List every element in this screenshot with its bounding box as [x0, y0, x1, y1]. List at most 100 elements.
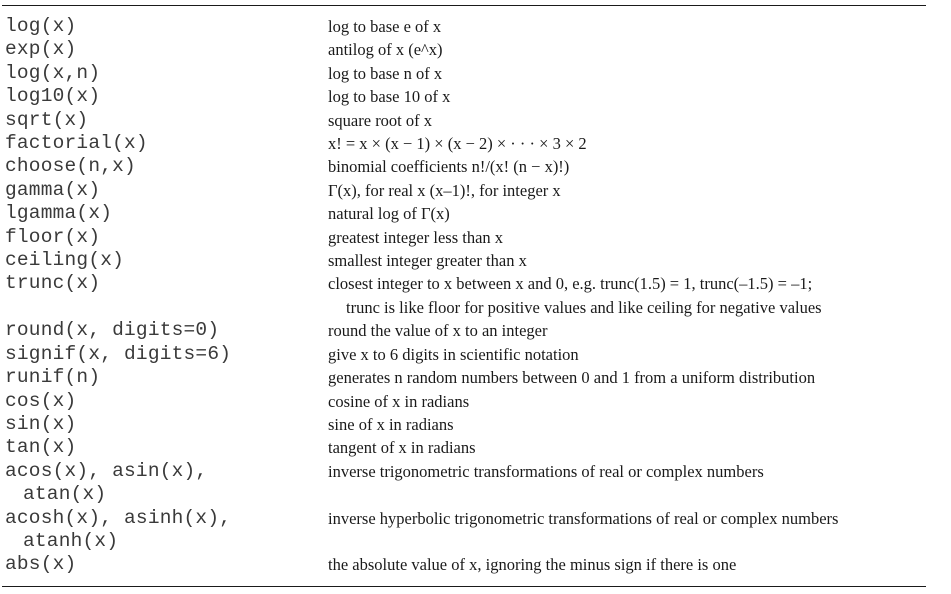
function-name-cell: sin(x) [0, 413, 328, 436]
description-cell: natural log of Γ(x) [328, 202, 930, 225]
function-name: log10(x) [5, 85, 101, 108]
function-name: tan(x) [5, 436, 77, 459]
table-row: acos(x), asin(x), atan(x) inverse trigonom… [0, 460, 930, 507]
description-text: round the value of x to an integer [328, 321, 548, 341]
description-text: log to base 10 of x [328, 87, 451, 107]
description-cell: cosine of x in radians [328, 390, 930, 413]
function-name: trunc(x) [5, 272, 101, 295]
description-text: smallest integer greater than x [328, 251, 527, 271]
description-cell: tangent of x in radians [328, 436, 930, 459]
table-row: cos(x) cosine of x in radians [0, 390, 930, 413]
table-row: floor(x) greatest integer less than x [0, 226, 930, 249]
table-row: log10(x) log to base 10 of x [0, 85, 930, 108]
table-row: runif(n) generates n random numbers betwe… [0, 366, 930, 389]
description-cell: generates n random numbers between 0 and… [328, 366, 930, 389]
description-text: inverse trigonometric transformations of… [328, 461, 764, 481]
function-name-cell: acos(x), asin(x), atan(x) [0, 460, 328, 507]
description-cell: square root of x [328, 109, 930, 132]
function-name-cell: abs(x) [0, 553, 328, 576]
description-text: greatest integer less than x [328, 227, 504, 247]
table-row: abs(x) the absolute value of x, ignoring … [0, 553, 930, 576]
function-name: log(x,n) [5, 61, 101, 84]
function-name-cell: floor(x) [0, 226, 328, 249]
description-text: antilog of x (e^x) [328, 40, 443, 60]
description-cell: log to base e of x [328, 15, 930, 38]
function-name: choose(n,x) [5, 155, 136, 178]
function-name-cell: log(x) [0, 15, 328, 38]
function-name-cell: factorial(x) [0, 132, 328, 155]
function-name: cos(x) [5, 389, 77, 412]
function-name-cell: signif(x, digits=6) [0, 343, 328, 366]
description-text: closest integer to x between x and 0, e.… [328, 274, 813, 294]
function-name-cell: choose(n,x) [0, 155, 328, 178]
description-text: square root of x [328, 110, 433, 130]
table-row: acosh(x), asinh(x), atanh(x) inverse hyper… [0, 507, 930, 554]
function-name-cell: round(x, digits=0) [0, 319, 328, 342]
description-text: natural log of Γ(x) [328, 204, 450, 224]
function-name: lgamma(x) [5, 202, 113, 225]
function-name: signif(x, digits=6) [5, 342, 232, 365]
function-name-cell: cos(x) [0, 390, 328, 413]
description-cell: log to base n of x [328, 62, 930, 85]
function-name-cell: ceiling(x) [0, 249, 328, 272]
description-cell: round the value of x to an integer [328, 319, 930, 342]
table-row: sqrt(x) square root of x [0, 109, 930, 132]
description-cell: smallest integer greater than x [328, 249, 930, 272]
top-rule [2, 5, 926, 6]
table-row: factorial(x) x! = x × (x − 1) × (x − 2) ×… [0, 132, 930, 155]
description-cell: the absolute value of x, ignoring the mi… [328, 553, 930, 576]
table-row: round(x, digits=0) round the value of x t… [0, 319, 930, 342]
description-cell: Γ(x), for real x (x–1)!, for integer x [328, 179, 930, 202]
table-body: log(x) log to base e of x exp(x) antilog of… [0, 15, 930, 577]
description-cell: sine of x in radians [328, 413, 930, 436]
description-text: the absolute value of x, ignoring the mi… [328, 555, 737, 575]
description-cell: inverse hyperbolic trigonometric transfo… [328, 507, 930, 530]
function-name-cell: gamma(x) [0, 179, 328, 202]
function-name: sin(x) [5, 412, 77, 435]
description-cell: greatest integer less than x [328, 226, 930, 249]
description-text: inverse hyperbolic trigonometric transfo… [328, 508, 839, 528]
function-name-cell: exp(x) [0, 38, 328, 61]
table-row: ceiling(x) smallest integer greater than … [0, 249, 930, 272]
function-name: acosh(x), asinh(x), [5, 506, 232, 529]
table-row: signif(x, digits=6) give x to 6 digits in… [0, 343, 930, 366]
description-cell: give x to 6 digits in scientific notatio… [328, 343, 930, 366]
function-name: log(x) [5, 15, 77, 37]
function-name: runif(n) [5, 366, 101, 389]
table-row: tan(x) tangent of x in radians [0, 436, 930, 459]
description-text: log to base e of x [328, 17, 442, 36]
description-text: binomial coefficients n!/(x! (n − x)!) [328, 157, 570, 177]
table-row: exp(x) antilog of x (e^x) [0, 38, 930, 61]
description-cell: log to base 10 of x [328, 85, 930, 108]
function-name-cell: tan(x) [0, 436, 328, 459]
function-name-continuation: atan(x) [23, 483, 107, 506]
table-row: lgamma(x) natural log of Γ(x) [0, 202, 930, 225]
function-name: round(x, digits=0) [5, 319, 220, 342]
description-continuation: trunc is like floor for positive values … [346, 297, 822, 317]
function-name: factorial(x) [5, 132, 148, 155]
description-cell: x! = x × (x − 1) × (x − 2) × · · · × 3 ×… [328, 132, 930, 155]
function-name: sqrt(x) [5, 108, 89, 131]
table-row: trunc(x) closest integer to x between x a… [0, 272, 930, 319]
function-name-cell: log10(x) [0, 85, 328, 108]
function-name-cell: lgamma(x) [0, 202, 328, 225]
description-text: tangent of x in radians [328, 438, 476, 458]
table-row: gamma(x) Γ(x), for real x (x–1)!, for int… [0, 179, 930, 202]
description-cell: binomial coefficients n!/(x! (n − x)!) [328, 155, 930, 178]
function-name-cell: trunc(x) [0, 272, 328, 295]
function-name-cell: log(x,n) [0, 62, 328, 85]
description-text: sine of x in radians [328, 414, 454, 434]
function-name-continuation: atanh(x) [23, 529, 119, 552]
function-name: floor(x) [5, 225, 101, 248]
table-row: choose(n,x) binomial coefficients n!/(x! … [0, 155, 930, 178]
function-name: abs(x) [5, 553, 77, 576]
table-row: log(x) log to base e of x [0, 15, 930, 38]
description-cell: closest integer to x between x and 0, e.… [328, 272, 930, 319]
table-row: sin(x) sine of x in radians [0, 413, 930, 436]
function-name-cell: acosh(x), asinh(x), atanh(x) [0, 507, 328, 554]
function-name-cell: sqrt(x) [0, 109, 328, 132]
description-text: cosine of x in radians [328, 391, 470, 411]
description-text: log to base n of x [328, 63, 443, 83]
function-name: acos(x), asin(x), [5, 459, 208, 482]
description-text: Γ(x), for real x (x–1)!, for integer x [328, 180, 561, 200]
